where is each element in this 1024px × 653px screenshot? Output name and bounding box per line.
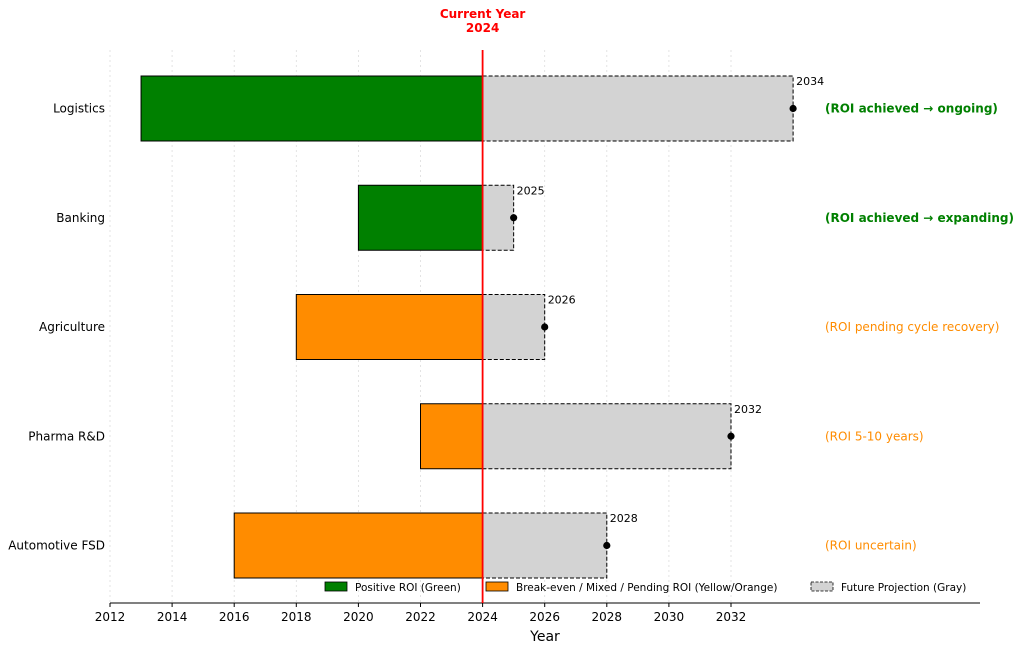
x-tick-label-2028: 2028 (592, 610, 623, 624)
roi-note-agriculture: (ROI pending cycle recovery) (825, 320, 999, 334)
x-tick-label-2014: 2014 (157, 610, 188, 624)
projection-label-agriculture: 2026 (548, 294, 576, 307)
bar-agriculture (295, 294, 484, 360)
bar-automotive-fsd (233, 512, 484, 579)
legend-swatch-positive (324, 581, 348, 592)
projection-bar-logistics (482, 75, 794, 142)
x-axis: 2012 2014 2016 2018 2020 2022 2024 2026 2028 2030… (95, 602, 980, 645)
projection-label-banking: 2025 (517, 184, 545, 197)
x-axis-label: Year (529, 629, 560, 645)
projection-bar-banking (482, 184, 515, 251)
x-tick-label-2032: 2032 (716, 610, 747, 624)
current-year-value: 2024 (466, 21, 499, 35)
category-label-agriculture: Agriculture (39, 320, 105, 334)
bar-banking (357, 184, 484, 251)
x-tick-label-2026: 2026 (529, 610, 560, 624)
category-label-pharma-r-d: Pharma R&D (28, 429, 105, 443)
legend-label-positive: Positive ROI (Green) (355, 582, 461, 594)
legend: Positive ROI (Green) Break-even / Mixed /… (324, 581, 966, 594)
projection-label-automotive-fsd: 2028 (610, 512, 638, 525)
category-label-logistics: Logistics (53, 102, 105, 116)
roi-note-automotive-fsd: (ROI uncertain) (825, 539, 917, 553)
projection-label-pharma-r-d: 2032 (734, 403, 762, 416)
roi-note-logistics: (ROI achieved → ongoing) (825, 102, 998, 116)
x-tick-label-2012: 2012 (95, 610, 126, 624)
category-label-banking: Banking (56, 211, 105, 225)
projection-label-logistics: 2034 (796, 75, 824, 88)
bar-logistics (140, 75, 484, 142)
x-tick-label-2030: 2030 (654, 610, 685, 624)
roi-note-pharma-r-d: (ROI 5-10 years) (825, 429, 924, 443)
x-tick-label-2018: 2018 (281, 610, 312, 624)
legend-swatch-projection (810, 581, 834, 592)
x-tick-label-2024: 2024 (467, 610, 498, 624)
legend-swatch-pending (485, 581, 509, 592)
current-year-label: Current Year (440, 7, 526, 21)
labels: 2034 Logistics (ROI achieved → ongoing) 202… (8, 75, 1014, 553)
projection-point-pharma-r-d (727, 432, 735, 440)
legend-label-pending: Break-even / Mixed / Pending ROI (Yellow… (516, 582, 777, 594)
roi-note-banking: (ROI achieved → expanding) (825, 211, 1014, 225)
x-tick-label-2016: 2016 (219, 610, 250, 624)
projection-point-automotive-fsd (603, 541, 611, 550)
bars (140, 75, 797, 579)
projection-point-agriculture (541, 323, 549, 331)
projection-point-logistics (789, 104, 797, 113)
x-tick-label-2020: 2020 (343, 610, 374, 624)
bar-pharma-r-d (420, 403, 484, 470)
projection-point-banking (510, 214, 518, 222)
projection-bar-automotive-fsd (482, 512, 608, 579)
projection-bar-pharma-r-d (482, 403, 732, 470)
legend-label-projection: Future Projection (Gray) (841, 582, 966, 594)
projection-bar-agriculture (482, 294, 546, 360)
category-label-automotive-fsd: Automotive FSD (8, 539, 105, 553)
x-tick-label-2022: 2022 (405, 610, 436, 624)
